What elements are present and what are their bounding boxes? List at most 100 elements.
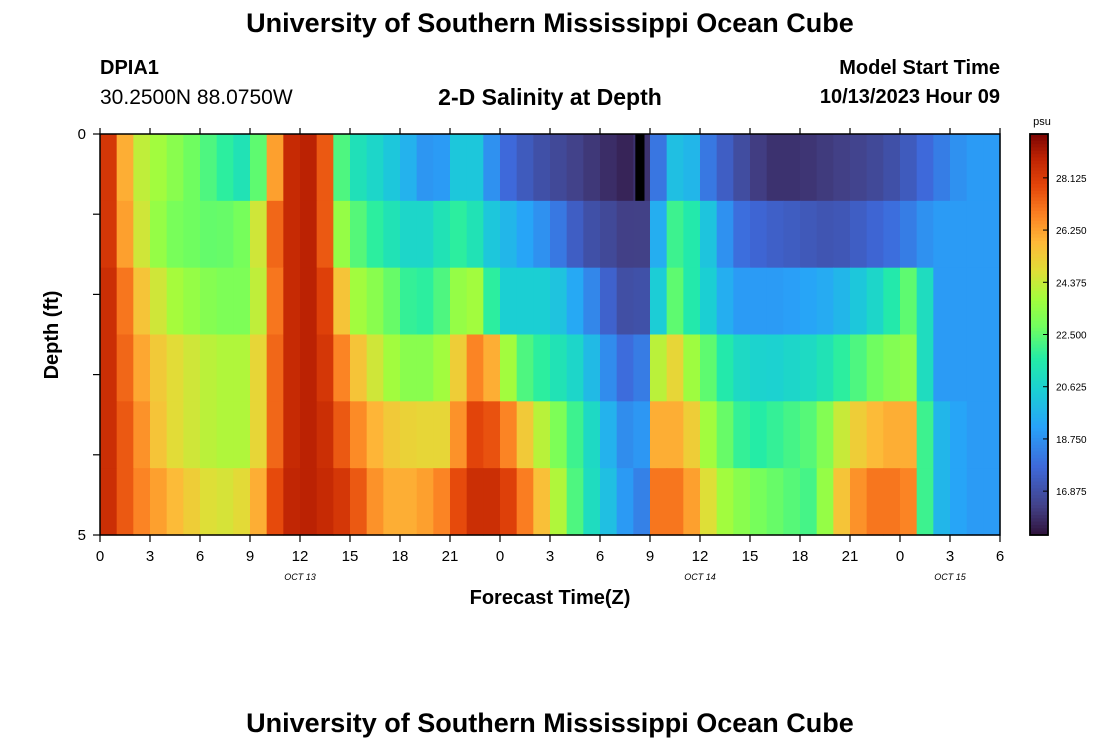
colorbar-swatch [1030, 164, 1048, 169]
colorbar-swatch [1030, 344, 1048, 349]
heatmap-cell [666, 200, 684, 269]
colorbar-swatch [1030, 227, 1048, 232]
heatmap-cell [600, 200, 618, 269]
heatmap-cell [716, 401, 734, 469]
heatmap-cell [300, 134, 318, 202]
second-chart-title: University of Southern Mississippi Ocean… [246, 708, 854, 738]
heatmap-cell [216, 334, 234, 402]
heatmap-cell [116, 334, 134, 402]
colorbar-swatch [1030, 501, 1048, 506]
colorbar-swatch [1030, 277, 1048, 282]
heatmap-cell [733, 267, 751, 336]
heatmap-cell [716, 134, 734, 202]
heatmap-cell [400, 334, 418, 402]
heatmap-cell [766, 200, 784, 269]
heatmap-cell [650, 134, 668, 202]
colorbar-swatch [1030, 184, 1048, 189]
heatmap-cell [950, 401, 968, 469]
heatmap-cell [383, 134, 401, 202]
heatmap-cell [683, 468, 701, 536]
heatmap-cell [850, 134, 868, 202]
heatmap-cell [383, 468, 401, 536]
heatmap-cell [283, 267, 301, 336]
heatmap-cell [366, 334, 384, 402]
heatmap-cell [700, 267, 718, 336]
heatmap-cell [300, 200, 318, 269]
heatmap-cell [916, 267, 934, 336]
x-tick-label: 6 [996, 548, 1004, 565]
colorbar-swatch [1030, 454, 1048, 459]
heatmap-cell [583, 401, 601, 469]
colorbar-swatch [1030, 397, 1048, 402]
heatmap-cell [866, 134, 884, 202]
heatmap-cell [300, 267, 318, 336]
colorbar-swatch [1030, 384, 1048, 389]
heatmap-cell [516, 334, 534, 402]
heatmap-cell [216, 401, 234, 469]
colorbar-swatch [1030, 444, 1048, 449]
heatmap-cell [850, 200, 868, 269]
heatmap-cell [600, 267, 618, 336]
heatmap-cell [366, 468, 384, 536]
heatmap-cell [866, 334, 884, 402]
x-tick-label: 15 [342, 548, 359, 565]
colorbar-swatch [1030, 250, 1048, 255]
y-tick-label: 0 [78, 126, 86, 143]
heatmap-cell [583, 134, 601, 202]
heatmap-cell [516, 200, 534, 269]
colorbar-swatch [1030, 387, 1048, 392]
colorbar-swatch [1030, 401, 1048, 406]
heatmap-cell [450, 134, 468, 202]
colorbar-swatch [1030, 528, 1048, 533]
heatmap-cell [883, 267, 901, 336]
colorbar-swatch [1030, 214, 1048, 219]
colorbar-swatch [1030, 224, 1048, 229]
heatmap-cell [583, 267, 601, 336]
colorbar-swatch [1030, 351, 1048, 356]
heatmap-cell [550, 468, 568, 536]
heatmap-cell [716, 267, 734, 336]
heatmap-cell [516, 134, 534, 202]
heatmap-cell [100, 468, 118, 536]
colorbar-swatch [1030, 464, 1048, 469]
colorbar-swatch [1030, 441, 1048, 446]
heatmap-cell [250, 134, 268, 202]
heatmap-cell [600, 334, 618, 402]
heatmap-cell [283, 401, 301, 469]
heatmap-cell [916, 134, 934, 202]
heatmap-cell [450, 267, 468, 336]
model-start-label: Model Start Time [839, 57, 1000, 79]
colorbar-swatch [1030, 267, 1048, 272]
heatmap-cell [250, 334, 268, 402]
heatmap-cell [550, 200, 568, 269]
colorbar-swatch [1030, 140, 1048, 145]
heatmap-cell [250, 267, 268, 336]
heatmap-cell [350, 334, 368, 402]
heatmap-cell [966, 401, 984, 469]
heatmap-cell [716, 200, 734, 269]
salinity-heatmap-chart: 0 3 6 9 12 15 18 21 0 3 6 9 12 15 18 21 0 3 6 OCT 13 OCT 14 O… [41, 116, 1087, 609]
heatmap-cell [483, 334, 501, 402]
heatmap-cell [766, 468, 784, 536]
heatmap-cell [633, 200, 651, 269]
colorbar-swatch [1030, 234, 1048, 239]
colorbar-swatch [1030, 377, 1048, 382]
colorbar-swatch [1030, 347, 1048, 352]
heatmap-cell [500, 401, 518, 469]
colorbar-swatch [1030, 364, 1048, 369]
heatmap-cell [483, 200, 501, 269]
heatmap-cell [350, 401, 368, 469]
heatmap-cell [433, 334, 451, 402]
colorbar-swatch [1030, 230, 1048, 235]
heatmap-cell [566, 200, 584, 269]
x-tick-label: 15 [742, 548, 759, 565]
x-tick-label: 0 [896, 548, 904, 565]
colorbar-swatch [1030, 207, 1048, 212]
heatmap-cell [216, 134, 234, 202]
heatmap-cell [383, 267, 401, 336]
heatmap-cell [983, 468, 1001, 536]
heatmap-cell [700, 468, 718, 536]
heatmap-cell [400, 468, 418, 536]
heatmap-cell [933, 200, 951, 269]
colorbar-swatch [1030, 394, 1048, 399]
